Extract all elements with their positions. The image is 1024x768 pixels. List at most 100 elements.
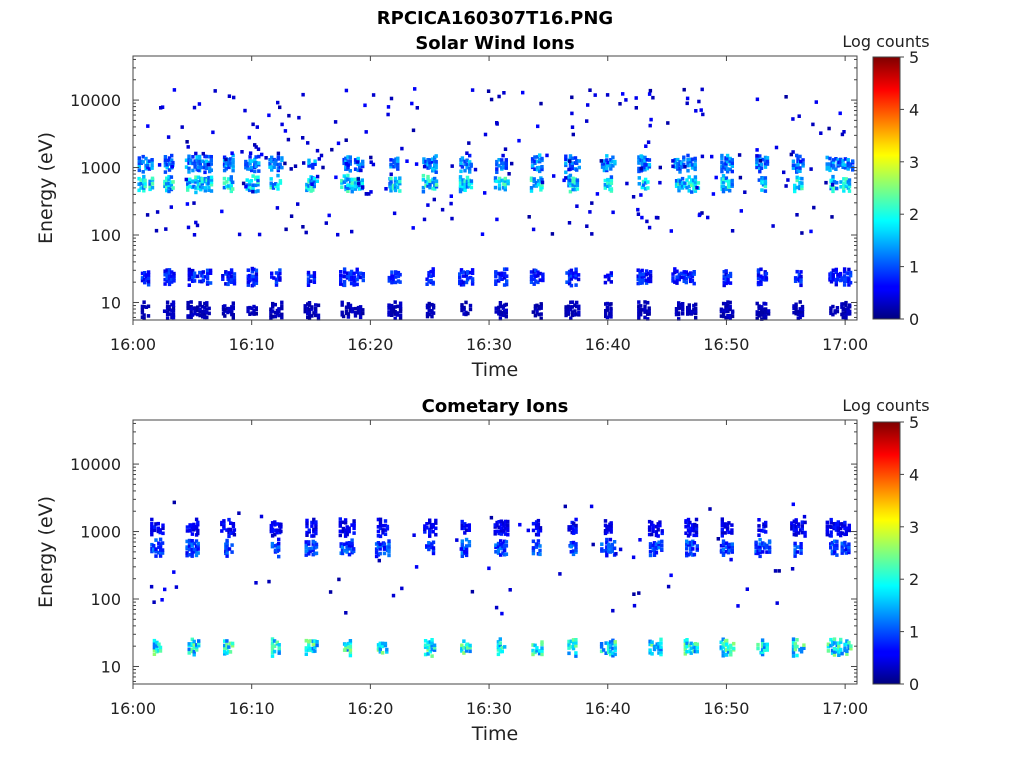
heatmap-cell <box>364 130 368 134</box>
heatmap-cell <box>540 640 544 644</box>
heatmap-cell <box>205 268 210 273</box>
heatmap-cell <box>608 550 613 554</box>
heatmap-cell <box>763 184 768 189</box>
heatmap-cell <box>356 156 360 161</box>
heatmap-cell <box>764 524 768 528</box>
heatmap-cell <box>393 300 397 304</box>
heatmap-cell <box>531 528 536 533</box>
heatmap-cell <box>572 524 576 528</box>
heatmap-cell <box>229 277 234 281</box>
heatmap-cell <box>405 159 409 163</box>
heatmap-cell <box>191 272 195 276</box>
heatmap-cell <box>250 311 254 315</box>
heatmap-cell <box>305 185 309 190</box>
heatmap-cell <box>724 278 728 282</box>
heatmap-cell <box>150 532 154 537</box>
heatmap-cell <box>307 303 312 307</box>
heatmap-cell <box>640 281 644 285</box>
heatmap-cell <box>350 538 354 542</box>
heatmap-cell <box>728 271 733 276</box>
heatmap-cell <box>142 188 146 193</box>
heatmap-cell <box>693 645 697 650</box>
heatmap-cell <box>172 271 176 276</box>
heatmap-cell <box>677 275 681 279</box>
heatmap-cell <box>381 531 385 535</box>
heatmap-cell <box>569 271 574 275</box>
heatmap-cell <box>232 272 237 276</box>
heatmap-cell <box>430 654 434 658</box>
heatmap-cell <box>140 310 145 315</box>
heatmap-cell <box>411 226 415 230</box>
heatmap-cell <box>825 165 829 170</box>
heatmap-cell <box>307 161 311 165</box>
heatmap-cell <box>170 158 174 162</box>
heatmap-cell <box>170 270 174 274</box>
heatmap-cell <box>842 177 846 181</box>
heatmap-cell <box>155 640 159 645</box>
heatmap-cell <box>535 303 539 308</box>
heatmap-cell <box>721 180 726 184</box>
heatmap-cell <box>198 165 202 169</box>
heatmap-cell <box>651 523 655 528</box>
heatmap-cell <box>720 534 724 538</box>
heatmap-cell <box>269 307 273 311</box>
heatmap-cell <box>314 542 319 547</box>
heatmap-cell <box>280 315 284 320</box>
heatmap-cell <box>529 280 534 284</box>
heatmap-cell <box>140 307 145 312</box>
heatmap-cell <box>725 153 730 158</box>
heatmap-cell <box>721 645 725 649</box>
heatmap-cell <box>230 643 235 648</box>
heatmap-cell <box>250 168 254 173</box>
heatmap-cell <box>172 274 176 278</box>
heatmap-cell <box>426 177 430 181</box>
heatmap-cell <box>228 163 233 167</box>
heatmap-cell <box>840 278 844 282</box>
heatmap-cell <box>361 185 365 189</box>
heatmap-cell <box>763 176 768 180</box>
heatmap-cell <box>666 121 670 125</box>
heatmap-cell <box>460 554 464 558</box>
heatmap-cell <box>382 542 387 546</box>
heatmap-cell <box>205 301 209 305</box>
heatmap-cell <box>307 178 311 182</box>
heatmap-cell <box>764 316 768 320</box>
heatmap-cell <box>684 270 688 274</box>
heatmap-cell <box>344 311 349 315</box>
heatmap-cell <box>803 530 807 535</box>
heatmap-cell <box>845 652 849 656</box>
heatmap-cell <box>378 641 382 646</box>
heatmap-cell <box>694 311 698 315</box>
heatmap-cell <box>283 129 288 133</box>
heatmap-cell <box>172 570 176 574</box>
solar-wind-heatmap-cells <box>137 87 855 321</box>
heatmap-cell <box>568 154 573 158</box>
heatmap-cell <box>483 132 488 137</box>
heatmap-cell <box>192 649 196 654</box>
heatmap-cell <box>340 545 345 549</box>
heatmap-cell <box>659 647 663 652</box>
heatmap-cell <box>344 178 348 183</box>
heatmap-cell <box>539 312 543 316</box>
heatmap-cell <box>794 533 798 537</box>
heatmap-cell <box>200 179 204 184</box>
heatmap-cell <box>137 156 141 160</box>
heatmap-cell <box>536 529 541 534</box>
heatmap-cell <box>533 313 538 318</box>
heatmap-cell <box>389 181 393 186</box>
heatmap-cell <box>393 305 397 309</box>
heatmap-cell <box>830 651 835 655</box>
heatmap-cell <box>795 213 799 217</box>
heatmap-cell <box>463 168 467 173</box>
heatmap-cell <box>229 280 234 284</box>
heatmap-cell <box>573 309 577 313</box>
heatmap-cell <box>679 306 683 310</box>
heatmap-cell <box>498 637 502 641</box>
heatmap-cell <box>150 528 154 532</box>
heatmap-cell <box>830 642 835 647</box>
heatmap-cell <box>720 160 724 164</box>
heatmap-cell <box>385 647 389 652</box>
heatmap-cell <box>498 277 502 281</box>
heatmap-cell <box>571 552 576 557</box>
heatmap-cell <box>340 310 344 315</box>
